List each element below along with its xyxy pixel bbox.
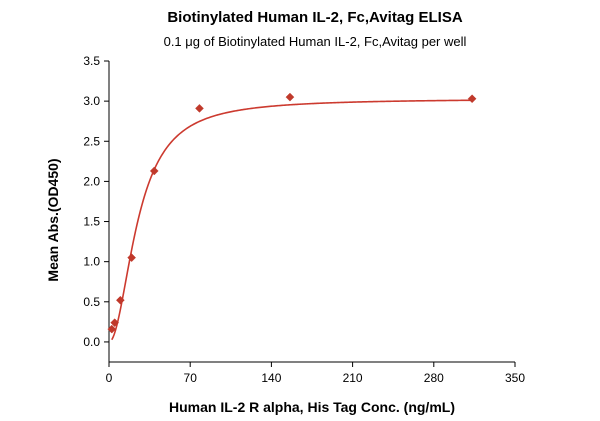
data-point	[149, 166, 159, 176]
plot-area: 0 70 140 210 280 350 0.0 0.5 1.0 1.5 2.0 2.5 3.0 3.5	[83, 54, 525, 385]
fit-curve	[111, 99, 473, 341]
x-tick-label: 70	[184, 371, 198, 385]
x-tick-label: 140	[261, 371, 281, 385]
data-point	[285, 92, 295, 102]
y-tick-label: 1.5	[83, 215, 100, 229]
y-tick-label: 3.0	[83, 94, 100, 108]
y-tick-label: 2.0	[83, 174, 100, 188]
data-point	[127, 253, 136, 263]
data-point	[110, 318, 120, 328]
y-tick-label: 0.5	[83, 295, 100, 309]
data-point	[195, 104, 204, 113]
x-tick-label: 280	[424, 371, 444, 385]
x-tick-label: 0	[106, 371, 113, 385]
y-tick-label: 2.5	[83, 134, 100, 148]
data-point	[107, 324, 117, 334]
chart-subtitle: 0.1 μg of Biotinylated Human IL-2, Fc,Av…	[164, 34, 467, 49]
y-tick-label: 3.5	[83, 54, 100, 68]
chart-title: Biotinylated Human IL-2, Fc,Avitag ELISA	[167, 9, 462, 26]
data-point	[116, 295, 125, 305]
x-tick-label: 210	[343, 371, 363, 385]
y-tick-label: 1.0	[83, 255, 100, 269]
x-tick-label: 350	[505, 371, 525, 385]
y-tick-label: 0.0	[83, 335, 100, 349]
data-point	[467, 94, 477, 104]
x-axis-label: Human IL-2 R alpha, His Tag Conc. (ng/mL…	[169, 399, 455, 415]
y-axis-label: Mean Abs.(OD450)	[45, 158, 61, 281]
